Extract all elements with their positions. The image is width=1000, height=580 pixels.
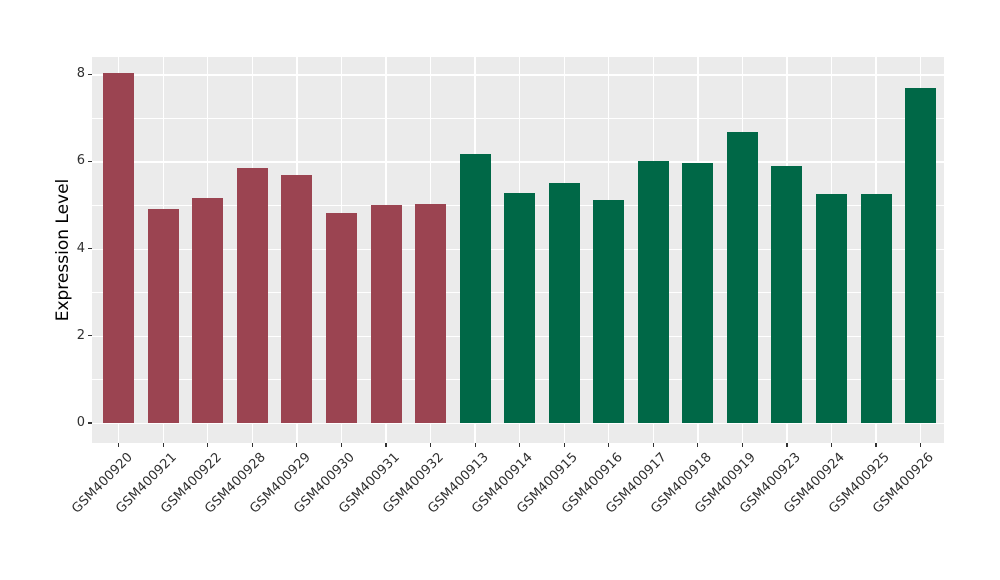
x-tick-mark-GSM400929 (296, 443, 298, 447)
y-tick-mark-8 (88, 73, 92, 75)
x-tick-mark-GSM400924 (830, 443, 833, 447)
x-tick-mark-GSM400914 (519, 443, 521, 447)
bar-GSM400918 (682, 163, 714, 423)
bar-GSM400928 (236, 167, 268, 423)
x-tick-mark-GSM400925 (875, 443, 877, 447)
bar-GSM400922 (192, 198, 224, 423)
x-tick-mark-GSM400921 (162, 443, 164, 447)
x-tick-mark-GSM400923 (786, 443, 788, 447)
bar-GSM400925 (860, 193, 892, 423)
x-tick-mark-GSM400913 (474, 443, 476, 447)
bar-GSM400915 (548, 183, 580, 423)
x-tick-mark-GSM400918 (697, 443, 699, 447)
bar-GSM400919 (726, 132, 758, 423)
gridline-major-y-6 (92, 161, 944, 163)
bar-GSM400930 (325, 213, 357, 423)
gridline-minor-y-7 (92, 117, 944, 119)
bar-GSM400921 (147, 208, 179, 423)
bar-GSM400914 (504, 193, 536, 423)
x-tick-mark-GSM400922 (207, 443, 209, 447)
x-tick-mark-GSM400915 (563, 443, 565, 447)
y-tick-label-8: 8 (76, 66, 85, 82)
y-tick-mark-4 (88, 248, 92, 250)
x-tick-mark-GSM400931 (385, 443, 387, 447)
gridline-major-y-0 (92, 423, 944, 425)
y-tick-label-0: 0 (76, 415, 85, 430)
plot-panel (92, 57, 944, 443)
y-tick-label-6: 6 (76, 153, 85, 169)
bar-GSM400920 (103, 73, 135, 423)
y-tick-mark-0 (88, 422, 92, 424)
y-tick-label-2: 2 (76, 327, 85, 343)
x-tick-mark-GSM400917 (652, 443, 654, 447)
y-tick-label-4: 4 (76, 240, 85, 256)
bar-GSM400923 (771, 166, 803, 423)
bar-GSM400932 (415, 204, 447, 423)
x-tick-mark-GSM400930 (340, 443, 343, 447)
x-tick-mark-GSM400916 (608, 443, 610, 447)
gridline-major-y-8 (92, 74, 944, 76)
bar-GSM400913 (459, 154, 491, 423)
bar-GSM400926 (905, 88, 937, 423)
y-tick-mark-2 (88, 335, 92, 337)
x-tick-mark-GSM400920 (118, 443, 120, 447)
x-tick-mark-GSM400928 (251, 443, 253, 447)
x-tick-mark-GSM400919 (741, 443, 743, 447)
bar-GSM400931 (370, 205, 402, 423)
bar-GSM400916 (593, 199, 625, 423)
bar-GSM400924 (816, 193, 847, 423)
bar-GSM400929 (281, 174, 313, 423)
bar-GSM400917 (637, 160, 669, 423)
x-tick-mark-GSM400926 (920, 443, 922, 447)
y-tick-mark-6 (88, 160, 92, 162)
x-tick-mark-GSM400932 (429, 443, 432, 447)
